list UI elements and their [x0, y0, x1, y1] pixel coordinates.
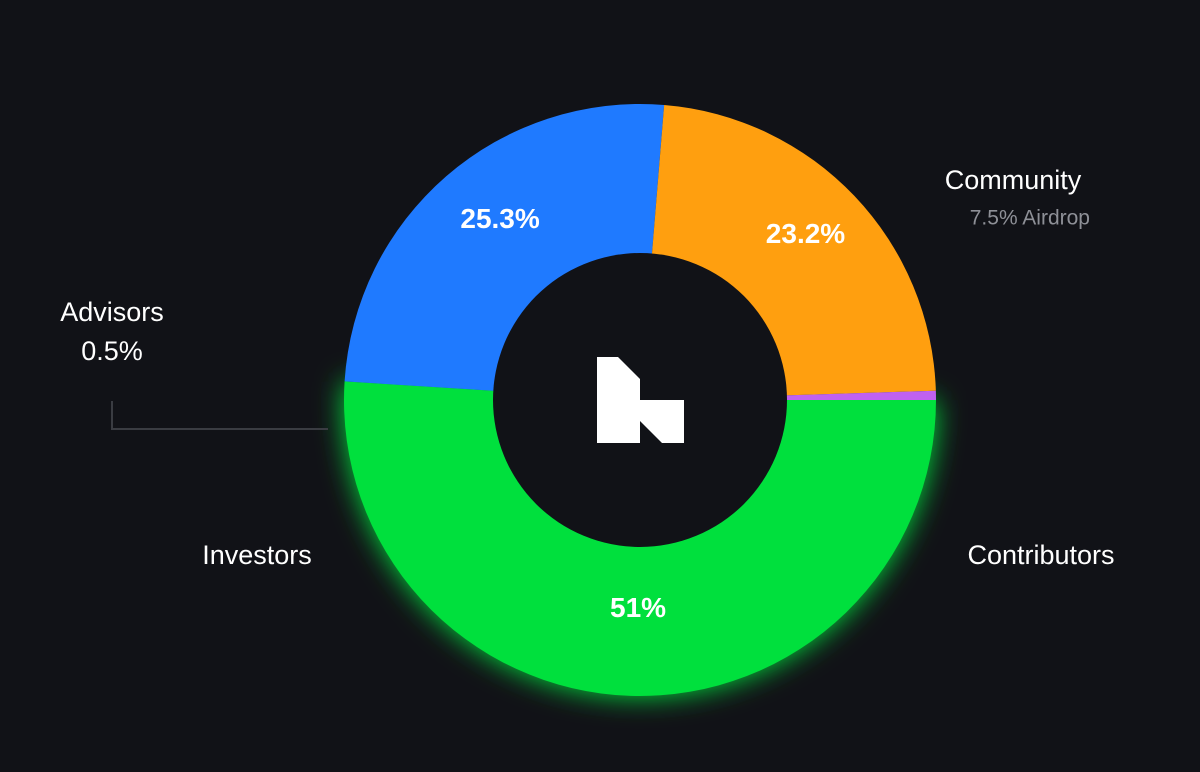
category-label: Contributors	[967, 540, 1114, 570]
logo-part	[597, 357, 640, 400]
value-label: 23.2%	[766, 218, 845, 249]
leader-line	[111, 401, 328, 430]
logo-part	[597, 400, 640, 443]
category-label: Advisors	[60, 297, 164, 327]
annotation: 7.5% Airdrop	[970, 207, 1090, 230]
value-label: 0.5%	[81, 336, 143, 366]
category-label: Investors	[202, 540, 312, 570]
logo	[597, 357, 684, 443]
logo-part	[640, 400, 684, 443]
value-label: 51%	[610, 592, 666, 623]
value-label: 25.3%	[460, 203, 539, 234]
category-label: Community	[945, 165, 1082, 195]
